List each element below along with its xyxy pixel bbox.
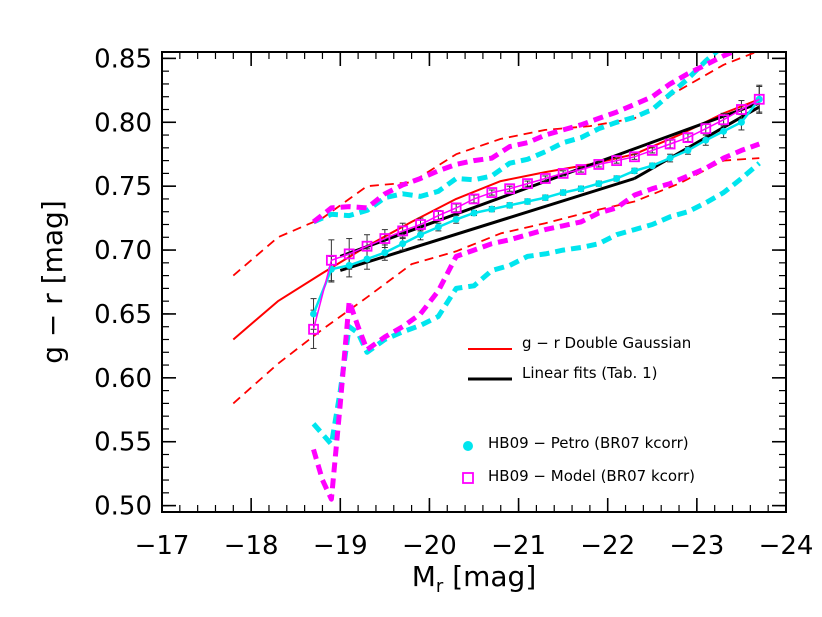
model-point: [611, 155, 623, 167]
legend-label-petro: HB09 − Petro (BR07 kcorr): [488, 434, 689, 452]
model-markers: [308, 93, 765, 335]
model-point: [646, 144, 658, 156]
y-tick-label: 0.85: [94, 44, 152, 74]
model-point: [325, 254, 337, 266]
petro-point: [684, 146, 692, 154]
petro-point: [417, 231, 425, 239]
model-point: [397, 225, 409, 237]
x-tick-label: −20: [402, 531, 457, 561]
model-point: [539, 173, 551, 184]
legend-label-linear-fits: Linear fits (Tab. 1): [522, 364, 657, 382]
petro-point: [630, 167, 638, 175]
model-point: [700, 123, 712, 135]
model-point: [432, 210, 444, 221]
plot-frame: [161, 51, 787, 513]
y-tick-label: 0.80: [94, 108, 152, 138]
legend-label-double-gaussian: g − r Double Gaussian: [522, 334, 691, 352]
y-tick-label: 0.55: [94, 428, 152, 458]
legend-swatch-petro: [463, 441, 473, 451]
petro-point: [613, 175, 621, 182]
model-point: [450, 202, 462, 214]
petro-point: [702, 136, 710, 144]
legend: g − r Double Gaussian Linear fits (Tab. …: [462, 334, 695, 485]
y-tick-label: 0.50: [94, 492, 152, 522]
model-point: [308, 323, 319, 335]
series-line-2: [232, 157, 760, 405]
petro-point: [523, 198, 531, 205]
model-point: [575, 164, 587, 175]
model-point: [486, 187, 498, 198]
x-tick-label: −18: [224, 531, 279, 561]
petro-point: [737, 118, 745, 126]
petro-point: [345, 261, 353, 269]
petro-point: [506, 201, 514, 209]
model-point: [557, 167, 569, 179]
petro-point: [399, 240, 407, 248]
petro-point: [595, 180, 603, 188]
series-line-4: [311, 52, 739, 224]
y-tick-label: 0.65: [94, 300, 152, 330]
model-point: [504, 183, 516, 195]
petro-point: [720, 127, 728, 135]
y-tick-label: 0.70: [94, 236, 152, 266]
y-tick-labels: 0.50 0.55 0.60 0.65 0.70 0.75 0.80 0.85: [94, 44, 152, 521]
model-point: [343, 248, 355, 260]
petro-point: [559, 189, 567, 197]
legend-swatch-model: [462, 472, 474, 484]
petro-point: [577, 185, 585, 193]
model-point: [736, 104, 747, 115]
model-point: [593, 159, 605, 170]
y-tick-label: 0.75: [94, 172, 152, 202]
model-point: [379, 233, 391, 244]
model-point: [522, 178, 533, 190]
x-axis-title-sub: r: [436, 576, 444, 597]
series-line-5: [311, 161, 761, 447]
petro-markers: [310, 95, 763, 318]
x-axis-title-main: M: [412, 560, 436, 593]
model-point: [361, 240, 373, 252]
model-point: [468, 193, 480, 205]
model-point: [629, 151, 640, 163]
x-axis-title-unit: [mag]: [443, 560, 536, 593]
petro-point: [666, 154, 674, 162]
petro-point: [381, 249, 389, 257]
x-axis-title: Mr [mag]: [412, 560, 537, 597]
series-line-3: [312, 52, 720, 225]
x-tick-label: −17: [135, 531, 190, 561]
petro-point: [470, 209, 478, 217]
series-lines: [232, 52, 761, 502]
model-point: [718, 114, 729, 126]
legend-label-model: HB09 − Model (BR07 kcorr): [488, 467, 695, 485]
petro-point: [541, 194, 549, 202]
petro-point: [310, 310, 318, 318]
petro-point: [648, 162, 656, 170]
petro-point: [452, 215, 460, 223]
model-point: [664, 138, 676, 150]
model-point: [753, 93, 765, 105]
x-tick-label: −21: [491, 531, 546, 561]
y-axis-title: g − r [mag]: [36, 200, 69, 364]
x-tick-label: −24: [759, 531, 814, 561]
model-point: [415, 219, 426, 230]
y-tick-label: 0.60: [94, 364, 152, 394]
model-connector: [312, 98, 760, 330]
petro-point: [363, 255, 371, 263]
series-line-0: [232, 98, 760, 341]
model-point: [682, 132, 694, 144]
petro-point: [434, 223, 442, 231]
x-tick-label: −22: [580, 531, 635, 561]
x-tick-label: −19: [313, 531, 368, 561]
series-line-7: [339, 177, 635, 272]
x-tick-label: −23: [669, 531, 724, 561]
petro-point: [488, 205, 496, 213]
x-tick-labels: −17 −18 −19 −20 −21 −22 −23 −24: [135, 531, 814, 561]
